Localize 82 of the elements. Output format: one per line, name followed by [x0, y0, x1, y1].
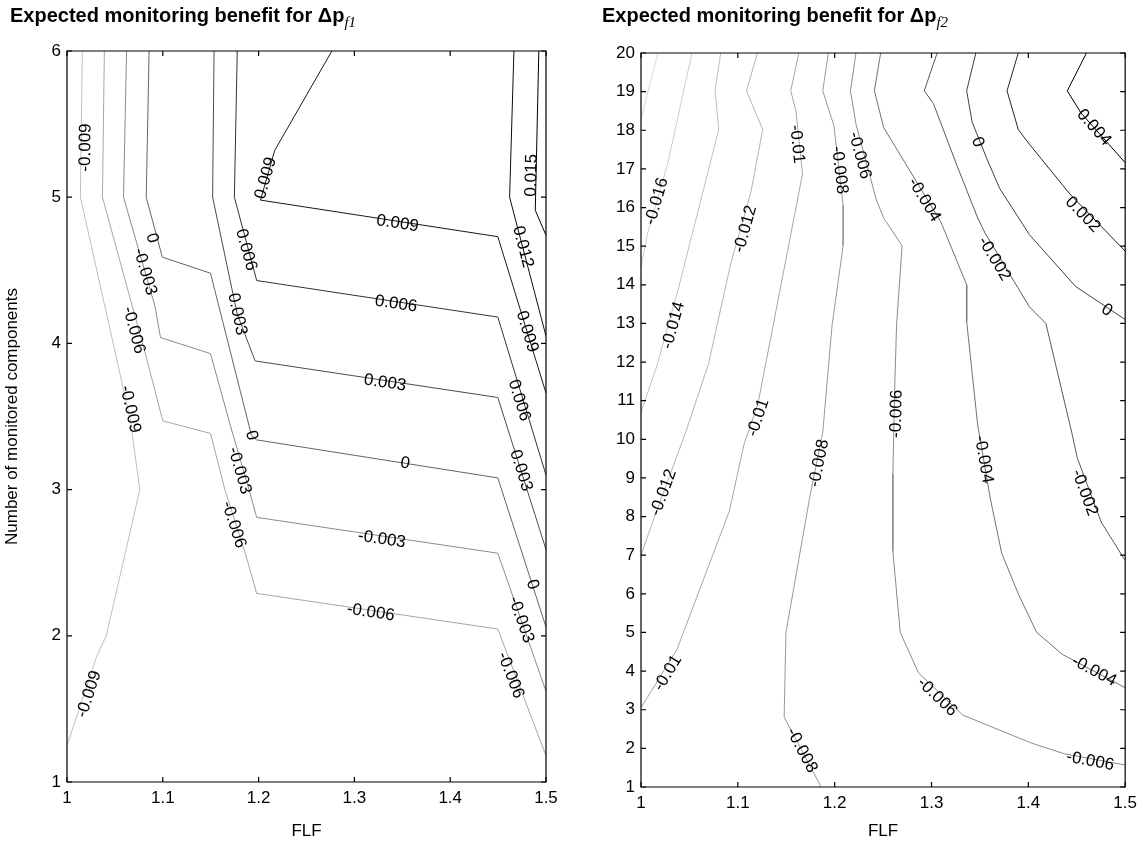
- annotation: -0.003: [224, 444, 257, 497]
- annotation: 0: [241, 428, 263, 443]
- annotation: -0.003: [129, 245, 162, 298]
- y-tick-label: 9: [625, 467, 635, 487]
- y-tick-label: 5: [625, 622, 635, 642]
- y-tick-label: 15: [616, 235, 635, 255]
- y-tick-label: 11: [617, 390, 635, 410]
- y-tick-label: 10: [616, 429, 635, 448]
- y-tick-label: 3: [51, 479, 61, 499]
- annotation: -0.014: [657, 299, 689, 351]
- y-tick-label: 16: [616, 197, 635, 217]
- y-tick-label: 4: [51, 333, 61, 353]
- y-tick-label: 17: [616, 158, 635, 178]
- annotation: -0.003: [356, 525, 408, 552]
- annotation: -0.004: [1068, 650, 1121, 691]
- x-tick-label: 1.3: [342, 787, 367, 807]
- annotation: 0.006: [232, 226, 262, 273]
- annotation: -0.006: [218, 498, 251, 551]
- y-tick-label: 2: [625, 738, 635, 758]
- x-axis-title: FLF: [867, 821, 899, 841]
- annotation: -0.006: [1064, 746, 1116, 775]
- annotation: -0.008: [782, 724, 823, 776]
- annotation: 0: [967, 134, 990, 150]
- annotation: -0.008: [804, 437, 833, 489]
- annotation: 0.015: [520, 153, 541, 197]
- annotation: -0.012: [645, 466, 680, 519]
- y-tick-label: 2: [51, 625, 61, 645]
- x-tick-label: 1.2: [246, 787, 271, 807]
- annotation: 0.012: [509, 223, 539, 270]
- y-tick-label: 8: [625, 506, 635, 526]
- annotation: -0.006: [345, 598, 397, 625]
- annotation: 0: [1098, 299, 1117, 321]
- annotation: -0.006: [493, 649, 529, 701]
- annotation: -0.012: [728, 203, 761, 255]
- annotation: -0.01: [742, 396, 773, 439]
- y-tick-label: 12: [616, 351, 635, 371]
- y-tick-label: 1: [51, 771, 61, 791]
- annotation: 0: [522, 576, 544, 592]
- y-tick-label: 18: [616, 119, 635, 139]
- chart-title: Expected monitoring benefit for Δp$_{f2}$: [602, 4, 949, 31]
- y-tick-label: 14: [616, 274, 635, 294]
- annotation: -0.004: [970, 433, 998, 485]
- y-tick-label: 6: [51, 40, 61, 60]
- y-tick-label: 7: [625, 544, 635, 564]
- annotation: 0.009: [375, 210, 421, 236]
- y-tick-label: 4: [625, 660, 635, 680]
- annotation: -0.009: [74, 123, 95, 172]
- x-tick-label: 1.2: [822, 792, 847, 812]
- chart-title: Expected monitoring benefit for Δp$_{f1}$: [10, 4, 357, 31]
- y-tick-label: 3: [625, 699, 635, 719]
- annotation: 0.003: [506, 447, 538, 494]
- annotation: -0.006: [119, 304, 151, 356]
- x-tick-label: 1.5: [534, 787, 558, 807]
- annotation: -0.008: [828, 144, 853, 195]
- y-tick-label: 5: [51, 186, 61, 206]
- x-tick-label: 1.4: [1016, 792, 1041, 812]
- annotation: 0.006: [504, 377, 536, 424]
- annotation: 0: [399, 452, 412, 473]
- y-tick-label: 6: [625, 583, 635, 603]
- annotation: -0.003: [504, 593, 539, 646]
- annotation: 0.003: [224, 291, 252, 337]
- y-axis-title: Number of monitored components: [1, 287, 21, 546]
- y-tick-label: 20: [616, 42, 635, 62]
- x-tick-label: 1.4: [438, 787, 463, 807]
- annotation: -0.016: [640, 175, 672, 227]
- annotation: -0.002: [1068, 466, 1103, 519]
- annotation: 0.006: [373, 290, 419, 316]
- x-tick-label: 1.3: [919, 792, 944, 812]
- y-tick-label: 19: [616, 81, 635, 101]
- annotation: -0.01: [786, 123, 810, 165]
- annotation: -0.009: [116, 383, 146, 435]
- x-tick-label: 1.1: [150, 787, 175, 807]
- annotation: 0: [142, 230, 164, 245]
- x-tick-label: 1.5: [1113, 792, 1137, 812]
- annotation: -0.009: [71, 668, 105, 720]
- x-axis-title: FLF: [291, 821, 322, 841]
- y-tick-label: 13: [616, 313, 635, 333]
- x-tick-label: 1.1: [726, 792, 750, 812]
- annotation: 0.009: [250, 154, 280, 202]
- annotation: 0.003: [362, 369, 408, 395]
- annotation: -0.006: [885, 389, 906, 439]
- annotation: 0.009: [512, 308, 544, 355]
